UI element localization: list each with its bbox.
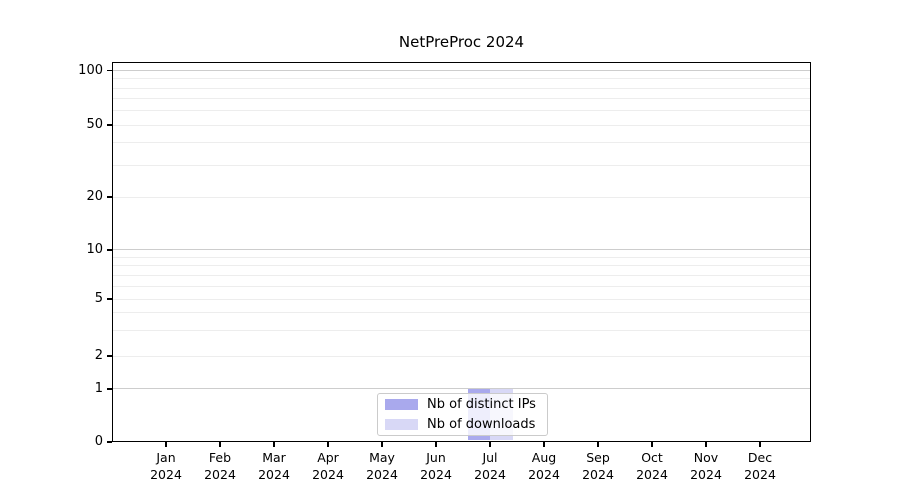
x-axis-tick-label: Jan 2024 bbox=[131, 449, 201, 483]
y-axis-tick-label: 5 bbox=[94, 291, 103, 306]
x-axis-year: 2024 bbox=[528, 467, 560, 482]
x-axis-tick-mark bbox=[435, 442, 437, 447]
x-axis-tick-label: Feb 2024 bbox=[185, 449, 255, 483]
x-axis-year: 2024 bbox=[366, 467, 398, 482]
x-axis-tick-label: Aug 2024 bbox=[509, 449, 579, 483]
x-axis-month: Feb bbox=[208, 450, 232, 465]
legend: Nb of distinct IPs Nb of downloads bbox=[377, 393, 548, 436]
x-axis-month: Mar bbox=[262, 450, 286, 465]
x-axis-year: 2024 bbox=[312, 467, 344, 482]
y-axis-tick-mark bbox=[107, 388, 112, 390]
gridline-minor bbox=[113, 265, 810, 267]
x-axis-tick-label: May 2024 bbox=[347, 449, 417, 483]
x-axis-tick-mark bbox=[759, 442, 761, 447]
x-axis-tick-mark bbox=[219, 442, 221, 447]
x-axis-month: Nov bbox=[693, 450, 719, 465]
y-axis-tick-label: 0 bbox=[94, 434, 103, 449]
x-axis-month: Aug bbox=[531, 450, 557, 465]
x-axis-tick-label: Sep 2024 bbox=[563, 449, 633, 483]
y-axis-tick-mark bbox=[107, 355, 112, 357]
legend-label: Nb of downloads bbox=[427, 417, 536, 432]
x-axis-month: Jan bbox=[156, 450, 176, 465]
x-axis-year: 2024 bbox=[150, 467, 182, 482]
y-axis-tick-label: 100 bbox=[78, 62, 103, 78]
x-axis-tick-label: Dec 2024 bbox=[725, 449, 795, 483]
x-axis-month: Sep bbox=[586, 450, 610, 465]
gridline-minor bbox=[113, 78, 810, 80]
gridline-minor bbox=[113, 164, 810, 166]
x-axis-tick-label: Jul 2024 bbox=[455, 449, 525, 483]
gridline-minor bbox=[113, 124, 810, 126]
x-axis-tick-mark bbox=[273, 442, 275, 447]
legend-row: Nb of distinct IPs bbox=[385, 395, 547, 415]
x-axis-year: 2024 bbox=[636, 467, 668, 482]
x-axis-year: 2024 bbox=[204, 467, 236, 482]
x-axis-tick-mark bbox=[165, 442, 167, 447]
legend-swatch-downloads bbox=[385, 419, 418, 430]
y-axis-tick-mark bbox=[107, 124, 112, 126]
y-axis-tick-mark bbox=[107, 196, 112, 198]
gridline-minor bbox=[113, 256, 810, 258]
y-axis-tick-mark bbox=[107, 441, 112, 443]
gridline-minor bbox=[113, 285, 810, 287]
x-axis-month: Jun bbox=[426, 450, 446, 465]
x-axis-tick-label: Mar 2024 bbox=[239, 449, 309, 483]
gridline-minor bbox=[113, 298, 810, 300]
x-axis-tick-mark bbox=[651, 442, 653, 447]
x-axis-month: Oct bbox=[641, 450, 663, 465]
gridline-minor bbox=[113, 98, 810, 100]
gridline-major bbox=[113, 70, 810, 71]
x-axis-year: 2024 bbox=[582, 467, 614, 482]
y-axis-tick-label: 20 bbox=[86, 189, 103, 204]
x-axis-month: Jul bbox=[482, 450, 498, 465]
legend-swatch-distinct-ips bbox=[385, 399, 418, 410]
y-axis-tick-mark bbox=[107, 69, 112, 72]
gridline-minor bbox=[113, 312, 810, 314]
x-axis-year: 2024 bbox=[474, 467, 506, 482]
legend-row: Nb of downloads bbox=[385, 415, 547, 435]
x-axis-tick-mark bbox=[327, 442, 329, 447]
y-axis-tick-mark bbox=[107, 298, 112, 300]
x-axis-year: 2024 bbox=[258, 467, 290, 482]
x-axis-tick-label: Jun 2024 bbox=[401, 449, 471, 483]
x-axis-tick-mark bbox=[705, 442, 707, 447]
x-axis-month: Apr bbox=[317, 450, 339, 465]
x-axis-tick-mark bbox=[543, 442, 545, 447]
gridline-minor bbox=[113, 330, 810, 332]
x-axis-tick-label: Oct 2024 bbox=[617, 449, 687, 483]
legend-label: Nb of distinct IPs bbox=[427, 397, 536, 412]
y-axis-tick-mark bbox=[107, 249, 112, 251]
x-axis-month: Dec bbox=[747, 450, 773, 465]
y-axis-tick-label: 50 bbox=[86, 117, 103, 132]
gridline-minor bbox=[113, 196, 810, 198]
y-axis-tick-label: 2 bbox=[94, 348, 103, 363]
gridline-major bbox=[113, 249, 810, 251]
y-axis-tick-label: 10 bbox=[86, 241, 103, 257]
x-axis-tick-mark bbox=[489, 442, 491, 447]
plot-area bbox=[112, 62, 811, 442]
x-axis-tick-label: Apr 2024 bbox=[293, 449, 363, 483]
x-axis-year: 2024 bbox=[744, 467, 776, 482]
x-axis-year: 2024 bbox=[690, 467, 722, 482]
gridline-minor bbox=[113, 142, 810, 144]
gridline-minor bbox=[113, 274, 810, 276]
x-axis-tick-mark bbox=[597, 442, 599, 447]
x-axis-tick-label: Nov 2024 bbox=[671, 449, 741, 483]
y-axis-tick-label: 1 bbox=[94, 380, 103, 396]
x-axis-month: May bbox=[369, 450, 395, 465]
gridline-minor bbox=[113, 110, 810, 112]
gridline-minor bbox=[113, 355, 810, 357]
x-axis-year: 2024 bbox=[420, 467, 452, 482]
gridline-minor bbox=[113, 87, 810, 89]
chart-title: NetPreProc 2024 bbox=[398, 33, 525, 51]
x-axis-tick-mark bbox=[381, 442, 383, 447]
gridline-major bbox=[113, 388, 810, 390]
